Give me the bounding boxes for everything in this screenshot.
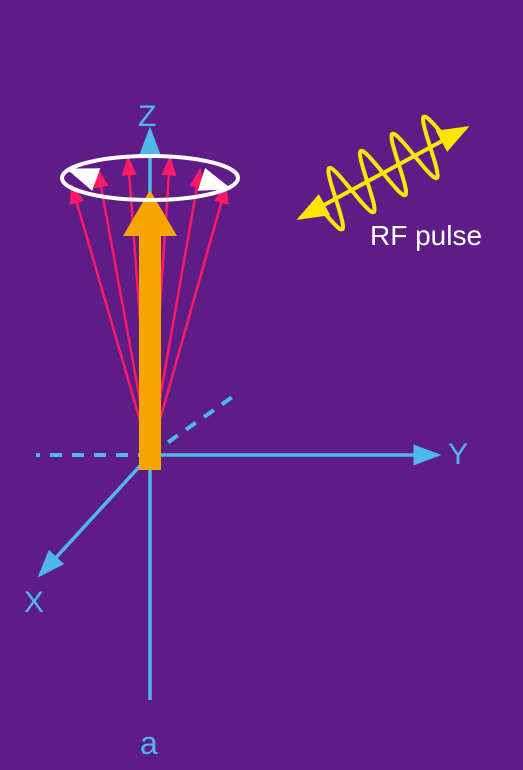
panel-label: a [140,725,158,761]
axis-label-x: X [24,586,44,619]
rf-pulse-label: RF pulse [370,220,482,251]
axis-label-z: Z [138,100,156,133]
background [0,0,523,770]
axis-label-y: Y [448,438,468,471]
